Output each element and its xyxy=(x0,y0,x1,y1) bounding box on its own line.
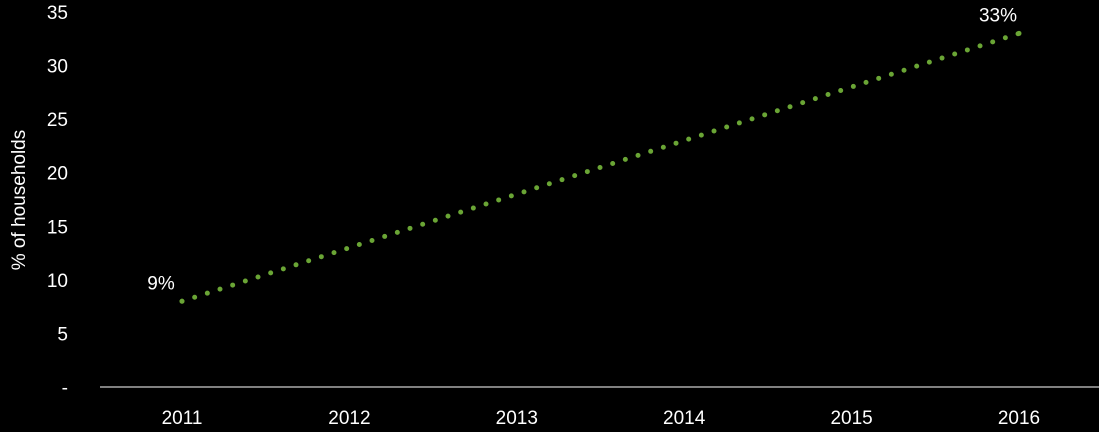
y-tick-label: 35 xyxy=(47,3,68,24)
y-tick-label: 5 xyxy=(57,324,68,345)
x-tick-label: 2013 xyxy=(496,408,538,429)
y-axis-title: % of households xyxy=(9,130,30,271)
y-axis: - 5 10 15 20 25 30 35 xyxy=(47,3,68,399)
x-axis: 2011 2012 2013 2014 2015 2016 xyxy=(100,386,1099,429)
y-tick-label: 30 xyxy=(47,57,68,78)
y-tick-label: 15 xyxy=(47,217,68,238)
x-tick-label: 2015 xyxy=(830,408,872,429)
data-point xyxy=(1016,30,1022,36)
y-tick-label: 25 xyxy=(47,110,68,131)
x-tick-label: 2012 xyxy=(328,408,370,429)
y-tick-label: - xyxy=(62,378,68,399)
data-label: 9% xyxy=(147,273,175,294)
data-label: 33% xyxy=(979,5,1017,26)
series-line xyxy=(179,30,1022,304)
y-tick-label: 20 xyxy=(47,164,68,185)
series-group xyxy=(179,30,1022,304)
x-tick-label: 2011 xyxy=(162,408,203,429)
x-tick-label: 2016 xyxy=(998,408,1040,429)
x-tick-label: 2014 xyxy=(663,408,706,429)
data-labels: 9% 33% xyxy=(147,5,1017,294)
data-point xyxy=(179,298,185,304)
y-tick-label: 10 xyxy=(47,271,68,292)
